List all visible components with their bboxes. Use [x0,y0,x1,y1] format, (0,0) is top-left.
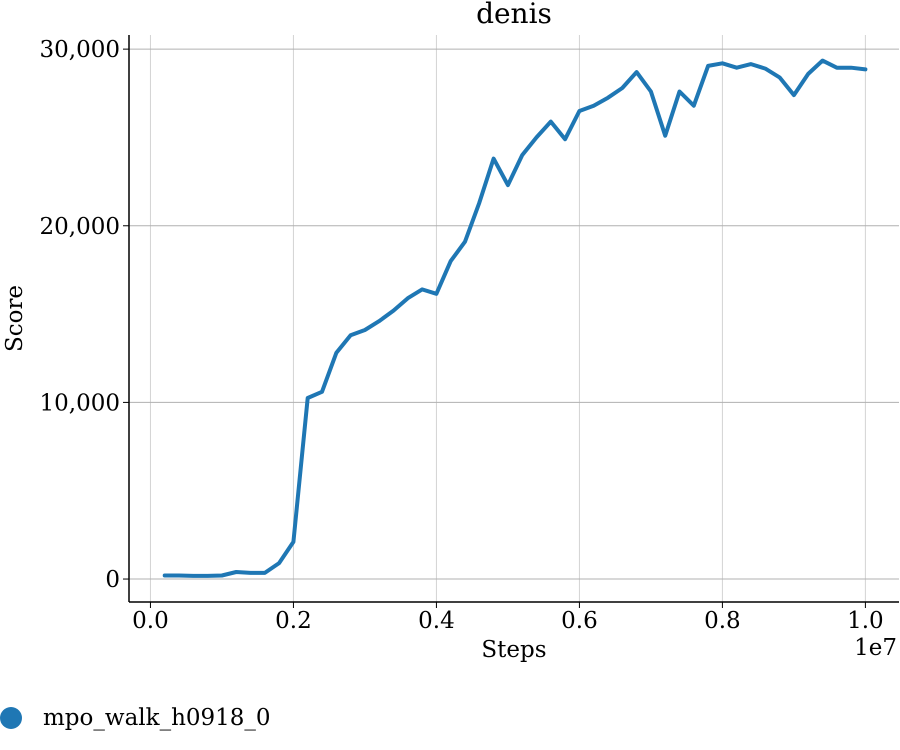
series-line-mpo_walk_h0918_0 [162,58,868,578]
y-tick-label: 30,000 [40,37,120,63]
y-tick-label: 10,000 [40,390,120,416]
x-tick-label: 0.2 [275,608,312,634]
x-tick-label: 0.0 [132,608,169,634]
x-axis-label: Steps [481,637,546,663]
legend-label: mpo_walk_h0918_0 [43,705,271,731]
legend: mpo_walk_h0918_0 [0,705,271,731]
grid-lines [129,35,899,602]
y-axis-label: Score [2,285,28,352]
x-axis-offset-label: 1e7 [854,635,897,661]
x-tick-label: 0.4 [418,608,455,634]
chart-title: denis [476,0,552,30]
x-tick-label: 0.6 [561,608,598,634]
y-tick-label: 20,000 [40,214,120,240]
x-tick-label: 0.8 [704,608,741,634]
tick-labels: 0.0 0.2 0.4 0.6 0.8 1.0 0 10,000 20,000 30,000 [40,37,884,634]
series-lines [162,58,868,578]
line-chart: 0.0 0.2 0.4 0.6 0.8 1.0 0 10,000 20,000 30,000 de… [2,0,899,663]
y-tick-label: 0 [105,567,120,593]
x-tick-label: 1.0 [847,608,884,634]
legend-marker [0,707,22,729]
axes [123,35,899,608]
